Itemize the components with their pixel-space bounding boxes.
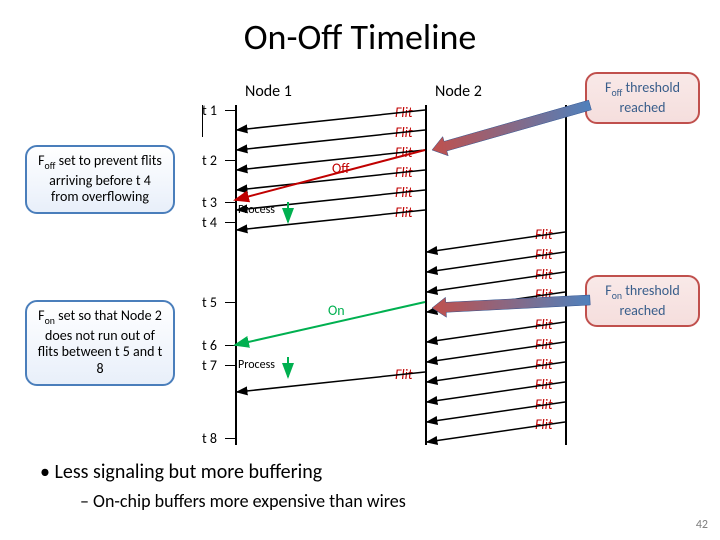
tick-line bbox=[225, 365, 235, 366]
tick-line bbox=[225, 110, 235, 111]
callout-fon-threshold: Fon threshold reached bbox=[585, 275, 700, 327]
tick-t7: t 7 bbox=[202, 357, 217, 374]
node3-axis bbox=[565, 105, 567, 445]
slide-title: On-Off Timeline bbox=[0, 15, 720, 59]
tick-t6: t 6 bbox=[202, 337, 217, 354]
node1-axis bbox=[235, 105, 237, 445]
flit-label: Flit bbox=[395, 204, 413, 221]
tick-line bbox=[225, 438, 235, 439]
tick-t2: t 2 bbox=[202, 152, 217, 169]
slide-number: 42 bbox=[696, 518, 708, 532]
tick-line bbox=[225, 222, 235, 223]
on-signal-label: On bbox=[328, 302, 345, 319]
tick-t3: t 3 bbox=[202, 194, 217, 211]
flit-label: Flit bbox=[395, 124, 413, 141]
flit-label: Flit bbox=[395, 366, 413, 383]
flit-label: Flit bbox=[535, 336, 553, 353]
tick-t1: t 1 bbox=[202, 102, 217, 119]
flit-label: Flit bbox=[535, 356, 553, 373]
tick-line bbox=[225, 302, 235, 303]
flit-label: Flit bbox=[535, 286, 553, 303]
flit-label: Flit bbox=[535, 266, 553, 283]
tick-line bbox=[225, 160, 235, 161]
flit-label: Flit bbox=[535, 316, 553, 333]
tick-line bbox=[225, 202, 235, 203]
tick-t5: t 5 bbox=[202, 294, 217, 311]
node2-header: Node 2 bbox=[435, 82, 482, 101]
callout-fon-set: Fon set so that Node 2 does not run out … bbox=[25, 300, 175, 386]
bullet-main: • Less signaling but more buffering bbox=[40, 460, 322, 484]
flit-label: Flit bbox=[535, 376, 553, 393]
tick-t8: t 8 bbox=[202, 430, 217, 447]
flit-label: Flit bbox=[395, 144, 413, 161]
process-label: Process bbox=[238, 358, 275, 372]
callout-foff-prevent: Foff set to prevent flits arriving befor… bbox=[25, 145, 175, 214]
flit-label: Flit bbox=[395, 184, 413, 201]
node1-header: Node 1 bbox=[245, 82, 292, 101]
flit-label: Flit bbox=[395, 164, 413, 181]
flit-label: Flit bbox=[535, 416, 553, 433]
tick-t4: t 4 bbox=[202, 214, 217, 231]
flit-label: Flit bbox=[535, 396, 553, 413]
bullet-sub: – On-chip buffers more expensive than wi… bbox=[80, 490, 406, 512]
flit-label: Flit bbox=[535, 246, 553, 263]
flit-label: Flit bbox=[535, 226, 553, 243]
flit-label: Flit bbox=[395, 104, 413, 121]
callout-foff-threshold: Foff threshold reached bbox=[585, 72, 700, 124]
off-signal-label: Off bbox=[332, 160, 349, 177]
process-label: Process bbox=[238, 203, 275, 217]
tick-line bbox=[225, 345, 235, 346]
node2-axis bbox=[425, 105, 427, 445]
